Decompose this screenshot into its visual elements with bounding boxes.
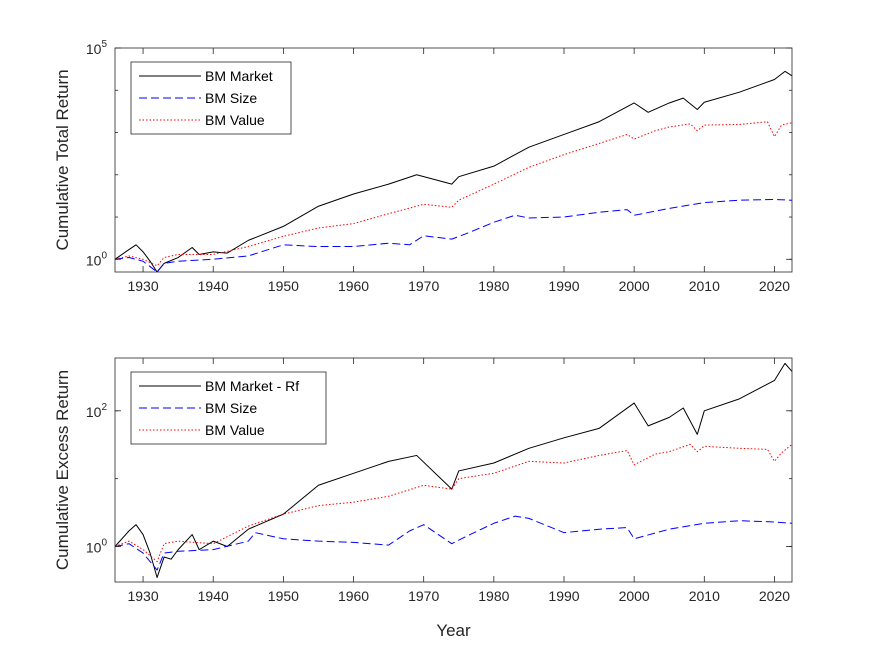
x-tick-label: 1950 [268, 278, 299, 294]
x-tick-label: 2000 [619, 588, 650, 604]
y-tick-exponent: 0 [101, 538, 107, 549]
x-tick-label: 1930 [127, 278, 158, 294]
legend-box [130, 371, 327, 445]
y-tick-base: 10 [86, 41, 102, 57]
series-line-2 [115, 198, 792, 272]
legend-entry-3: BM Value [205, 422, 265, 438]
x-tick-label: 1940 [198, 588, 229, 604]
x-tick-label: 2020 [759, 278, 790, 294]
y-tick-exponent: 0 [101, 250, 107, 261]
y-tick-base: 10 [86, 404, 102, 420]
legend-entry-2: BM Size [205, 400, 257, 416]
series-lines [115, 70, 792, 272]
y-tick-label: 105 [86, 39, 108, 57]
chart-panels: 1930 1940 1950 1960 1970 1980 1990 2000 2010 2020… [53, 39, 793, 640]
x-tick-label: 1960 [338, 588, 369, 604]
x-tick-label: 1990 [548, 588, 579, 604]
y-tick-label: 100 [86, 250, 108, 268]
x-tick-label: 1970 [408, 588, 439, 604]
x-axis-label: Year [436, 621, 471, 640]
axes-box [114, 357, 793, 583]
x-tick-label: 2010 [689, 588, 720, 604]
y-tick-base: 10 [86, 540, 102, 556]
series-line-1 [115, 362, 792, 578]
x-tick-label: 1970 [408, 278, 439, 294]
chart-panel-2: 1930 1940 1950 1960 1970 1980 1990 2000 2010 2020… [53, 357, 793, 640]
x-tick-label: 1930 [127, 588, 158, 604]
y-axis-label: Cumulative Total Return [53, 69, 72, 250]
x-tick-label: 1980 [478, 278, 509, 294]
axes-box [114, 47, 793, 273]
y-tick-label: 102 [86, 402, 108, 420]
x-tick-label: 1960 [338, 278, 369, 294]
legend-entry-2: BM Size [205, 90, 257, 106]
series-line-2 [115, 515, 792, 571]
legend: BM Market BM Size BM Value [130, 61, 292, 135]
x-tick-label: 1990 [548, 278, 579, 294]
x-tick-label: 1980 [478, 588, 509, 604]
series-lines [115, 362, 792, 578]
y-tick-base: 10 [86, 252, 102, 268]
legend-entry-3: BM Value [205, 112, 265, 128]
chart-panel-1: 1930 1940 1950 1960 1970 1980 1990 2000 2010 2020… [53, 39, 793, 294]
legend-entry-1: BM Market [205, 68, 273, 84]
y-tick-exponent: 2 [101, 402, 107, 413]
y-tick-exponent: 5 [101, 39, 107, 50]
x-tick-label: 1940 [198, 278, 229, 294]
x-tick-label: 1950 [268, 588, 299, 604]
x-tick-label: 2010 [689, 278, 720, 294]
y-axis-label: Cumulative Excess Return [53, 370, 72, 570]
x-tick-label: 2000 [619, 278, 650, 294]
legend: BM Market - Rf BM Size BM Value [130, 371, 327, 445]
legend-entry-1: BM Market - Rf [205, 378, 299, 394]
x-tick-label: 2020 [759, 588, 790, 604]
y-tick-label: 100 [86, 538, 108, 556]
